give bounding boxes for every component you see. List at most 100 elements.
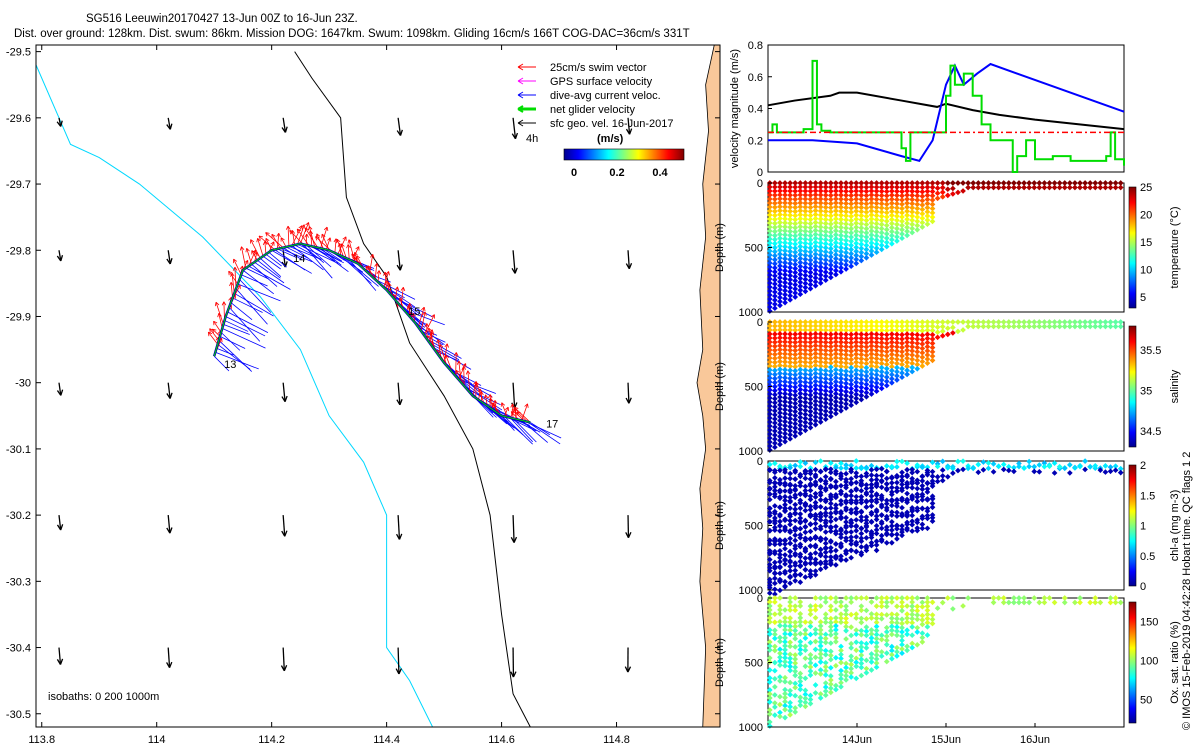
profile-sample: [812, 459, 819, 466]
profile-sample: [894, 479, 900, 486]
map-y-tick-label: -30.3: [6, 576, 31, 588]
profile-sample: [797, 622, 804, 629]
profile-sample: [883, 624, 890, 631]
profile-sample: [1005, 180, 1012, 186]
profile-sample: [1016, 180, 1022, 186]
profile-sample: [822, 208, 829, 215]
depth-tick-label: 0: [757, 456, 763, 468]
profile-sample: [1077, 462, 1083, 469]
profile-sample: [843, 380, 849, 387]
profile-sample: [817, 327, 824, 333]
profile-sample: [878, 238, 885, 244]
swim-vector-head: [394, 286, 400, 291]
profile-sample: [802, 192, 809, 198]
swim-vector: [291, 230, 296, 246]
profile-sample: [894, 653, 900, 659]
profile-sample: [787, 574, 793, 581]
profile-sample: [924, 599, 931, 605]
profile-sample: [873, 476, 880, 483]
profile-sample: [777, 634, 783, 641]
profile-sample: [782, 378, 788, 385]
profile-sample: [899, 184, 905, 191]
profile-sample: [1000, 595, 1007, 601]
profile-sample: [843, 237, 849, 244]
figure-title: SG516 Leeuwin20170427 13-Jun 00Z to 16-J…: [86, 13, 358, 25]
profile-sample: [772, 460, 778, 467]
profile-sample: [924, 323, 931, 329]
profile-sample: [812, 370, 819, 377]
profile-sample: [889, 379, 895, 386]
profile-sample: [827, 514, 834, 520]
profile-sample: [1011, 464, 1017, 471]
profile-sample: [868, 615, 875, 621]
profile-sample: [812, 215, 819, 222]
profile-sample: [868, 192, 875, 198]
profile-sample: [858, 347, 865, 354]
profile-sample: [924, 184, 931, 190]
swim-vector: [291, 225, 303, 246]
profile-sample: [929, 468, 936, 475]
profile-sample: [792, 376, 799, 382]
profile-sample: [883, 180, 890, 186]
profile-sample: [1082, 458, 1088, 464]
profile-sample: [889, 484, 895, 491]
profile-sample: [802, 627, 809, 633]
profile-sample: [838, 331, 844, 337]
profile-sample: [772, 570, 778, 577]
profile-sample: [782, 422, 788, 429]
profile-sample: [772, 684, 778, 690]
profile-sample: [833, 516, 839, 523]
profile-sample: [766, 496, 773, 503]
swim-vector: [218, 313, 223, 329]
profile-sample: [812, 654, 819, 661]
profile-sample: [772, 428, 778, 434]
profile-sample: [812, 690, 819, 696]
profile-sample: [934, 319, 941, 325]
profile-sample: [782, 228, 788, 234]
profile-sample: [817, 504, 824, 510]
profile-sample: [802, 574, 809, 580]
profile-sample: [1117, 323, 1124, 330]
profile-sample: [863, 188, 870, 195]
profile-sample: [787, 435, 793, 442]
profile-sample: [924, 192, 931, 199]
profile-sample: [782, 678, 788, 685]
profile-sample: [838, 212, 844, 219]
profile-sample: [822, 631, 829, 638]
profile-sample: [812, 282, 819, 289]
profile-sample: [807, 664, 814, 670]
profile-sample: [929, 336, 936, 342]
profile-sample: [777, 467, 783, 474]
profile-sample: [838, 460, 844, 467]
profile-sample: [889, 532, 895, 538]
profile-sample: [797, 370, 804, 377]
profile-sample: [807, 232, 814, 239]
geo-velocity-arrow: [512, 382, 516, 409]
swim-vector-head: [421, 306, 426, 312]
profile-sample: [792, 542, 799, 549]
profile-sample: [894, 536, 900, 542]
profile-sample: [838, 343, 844, 350]
profile-sample: [853, 343, 860, 349]
profile-sample: [772, 200, 778, 207]
profile-sample: [766, 228, 773, 234]
profile-sample: [1011, 468, 1017, 475]
profile-sample: [853, 256, 860, 263]
profile-sample: [807, 339, 814, 346]
profile-sample: [812, 346, 819, 353]
profile-sample: [848, 364, 854, 371]
profile-sample: [883, 603, 890, 610]
profile-sample: [827, 656, 834, 663]
profile-sample: [899, 353, 905, 359]
profile-sample: [782, 243, 788, 250]
profile-sample: [883, 365, 890, 372]
profile-sample: [787, 200, 793, 206]
legend-net-arrowhead: [517, 105, 524, 113]
profile-sample: [807, 319, 814, 325]
profile-sample: [838, 407, 844, 414]
profile-sample: [817, 623, 824, 629]
profile-sample: [817, 256, 824, 262]
profile-sample: [1067, 470, 1073, 476]
profile-sample: [1117, 469, 1124, 476]
profile-sample: [955, 319, 961, 325]
